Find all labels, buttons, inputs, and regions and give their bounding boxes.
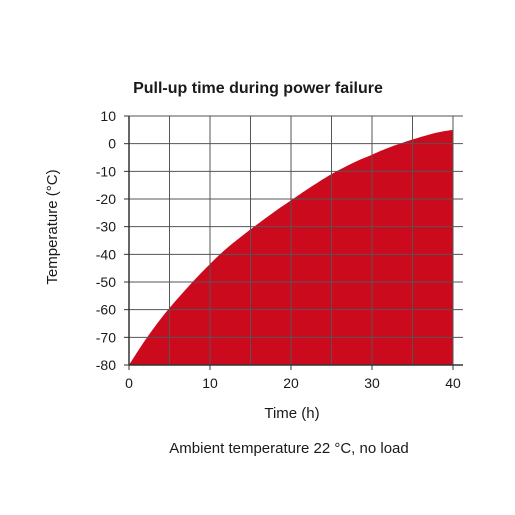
- x-tick-label: 10: [202, 375, 218, 391]
- y-tick-label: 0: [108, 136, 116, 152]
- x-axis-label: Time (h): [264, 405, 319, 422]
- chart-title: Pull-up time during power failure: [133, 80, 383, 97]
- y-tick-label: -30: [96, 219, 116, 235]
- x-tick-label: 40: [445, 375, 461, 391]
- y-tick-label: -60: [96, 302, 116, 318]
- y-axis-label: Temperature (°C): [44, 169, 61, 284]
- y-tick-label: -80: [96, 357, 116, 373]
- y-tick-label: 10: [100, 108, 116, 124]
- x-tick-label: 20: [283, 375, 299, 391]
- y-tick-label: -50: [96, 274, 116, 290]
- y-tick-label: -40: [96, 246, 116, 262]
- ambient-note: Ambient temperature 22 °C, no load: [169, 440, 408, 457]
- y-tick-label: -20: [96, 191, 116, 207]
- x-tick-label: 0: [125, 375, 133, 391]
- plot-area: 10 0 -10 -20 -30 -40 -50 -60 -70 -80 0 10 20 30 40: [96, 108, 463, 391]
- y-tick-label: -10: [96, 163, 116, 179]
- y-tick-label: -70: [96, 329, 116, 345]
- x-tick-label: 30: [364, 375, 380, 391]
